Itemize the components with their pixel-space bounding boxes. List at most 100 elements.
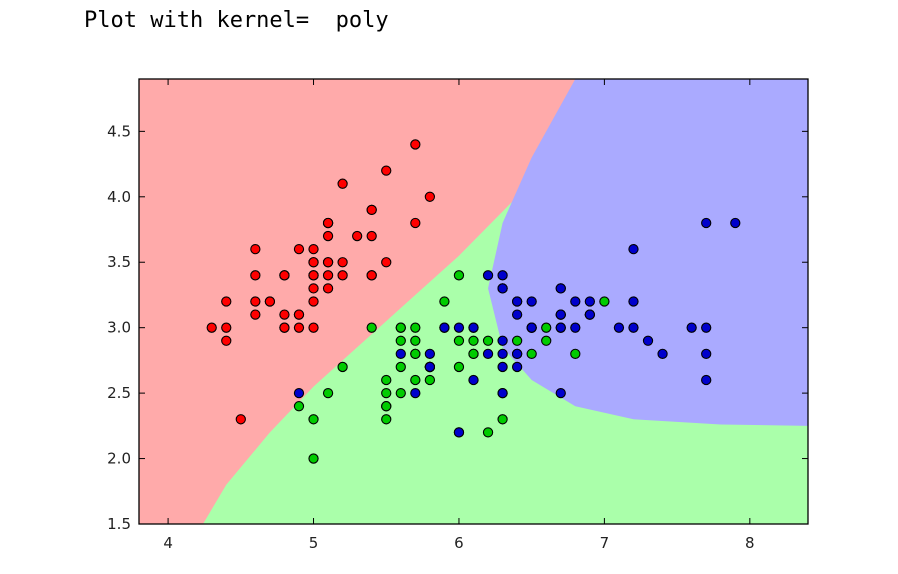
point-class2-10 (526, 296, 537, 307)
point-class2-46 (497, 387, 508, 399)
point-class1-0 (599, 296, 610, 307)
point-class2-34 (468, 374, 479, 386)
point-class0-43 (308, 257, 319, 268)
point-class2-11 (511, 361, 523, 373)
point-class2-29 (628, 322, 639, 333)
point-class1-45 (410, 322, 421, 333)
point-class0-47 (250, 296, 261, 307)
point-class0-29 (264, 296, 276, 307)
point-class2-17 (701, 217, 712, 229)
point-class0-4 (308, 243, 319, 255)
point-class2-23 (497, 361, 508, 373)
point-class2-42 (424, 361, 436, 373)
decision-regions (139, 79, 808, 524)
point-class1-8 (541, 335, 552, 346)
point-class1-33 (453, 361, 465, 373)
point-class1-7 (293, 401, 305, 412)
x-tick-label: 4 (163, 534, 173, 552)
point-class1-29 (410, 374, 421, 386)
y-tick-label: 3.0 (107, 319, 131, 337)
point-class1-13 (468, 335, 479, 346)
point-class0-48 (352, 230, 363, 242)
point-class0-38 (221, 322, 232, 333)
point-class1-26 (570, 348, 581, 360)
point-class2-30 (657, 348, 668, 360)
point-class0-1 (293, 322, 305, 333)
point-class0-42 (221, 296, 232, 307)
y-tick-label: 1.5 (107, 515, 131, 533)
point-class0-33 (381, 165, 392, 176)
point-class1-39 (381, 387, 392, 399)
point-class0-45 (279, 322, 290, 333)
point-class2-26 (482, 348, 494, 360)
point-class2-35 (701, 322, 712, 333)
point-class2-25 (628, 296, 639, 307)
point-class2-40 (555, 309, 566, 320)
point-class0-31 (366, 270, 377, 281)
point-class0-16 (366, 204, 377, 216)
point-class1-40 (381, 374, 392, 386)
point-class1-25 (541, 322, 552, 333)
point-class1-35 (453, 270, 465, 281)
point-class0-13 (206, 322, 217, 333)
point-class2-6 (293, 387, 305, 399)
point-class1-23 (468, 348, 479, 360)
point-class2-37 (511, 309, 523, 320)
point-class0-21 (322, 230, 334, 242)
point-class2-5 (686, 322, 697, 333)
point-class1-4 (526, 348, 537, 360)
point-class0-25 (308, 322, 319, 333)
point-class0-17 (322, 257, 334, 268)
point-class0-41 (235, 414, 246, 425)
point-class1-49 (410, 348, 421, 360)
point-class2-36 (497, 270, 508, 281)
point-class0-49 (308, 283, 319, 294)
y-tick-label: 4.0 (107, 188, 131, 206)
point-class1-18 (482, 427, 494, 438)
point-class0-30 (279, 309, 290, 320)
y-tick-label: 2.5 (107, 384, 131, 402)
point-class2-27 (468, 322, 479, 333)
point-class2-0 (497, 283, 508, 294)
point-class0-6 (250, 270, 261, 281)
x-tick-label: 7 (600, 534, 610, 552)
point-class2-48 (482, 270, 494, 281)
point-class2-7 (642, 335, 654, 346)
point-class0-24 (279, 270, 290, 281)
y-tick-label: 4.5 (107, 122, 131, 140)
point-class2-44 (555, 283, 566, 294)
region-class2 (488, 79, 808, 426)
point-class1-43 (308, 414, 319, 425)
point-class1-34 (366, 322, 377, 333)
point-class2-45 (555, 322, 566, 333)
x-tick-label: 8 (745, 534, 755, 552)
point-class1-24 (511, 335, 523, 346)
x-tick-label: 6 (454, 534, 464, 552)
point-class0-36 (381, 257, 392, 268)
point-class0-28 (337, 270, 348, 281)
point-class1-10 (308, 453, 319, 464)
point-class1-47 (482, 335, 494, 346)
point-class1-20 (439, 296, 450, 307)
y-tick-label: 3.5 (107, 253, 131, 271)
point-class0-22 (250, 243, 261, 255)
point-class0-15 (410, 139, 421, 150)
point-class2-43 (570, 296, 581, 307)
point-class1-28 (453, 335, 465, 346)
point-class1-19 (395, 387, 406, 399)
point-class2-3 (497, 335, 508, 346)
point-class2-22 (701, 348, 712, 360)
point-class1-48 (322, 387, 334, 399)
point-class0-46 (322, 217, 334, 229)
point-class2-9 (628, 243, 639, 255)
point-class2-47 (526, 322, 537, 333)
point-class2-33 (497, 348, 508, 360)
x-tick-label: 5 (309, 534, 319, 552)
point-class2-49 (439, 322, 450, 333)
point-class0-8 (221, 335, 232, 346)
point-class2-20 (584, 296, 595, 307)
point-class1-3 (381, 414, 392, 425)
point-class2-12 (570, 322, 581, 333)
point-class1-46 (410, 335, 421, 346)
point-class0-37 (293, 243, 305, 255)
